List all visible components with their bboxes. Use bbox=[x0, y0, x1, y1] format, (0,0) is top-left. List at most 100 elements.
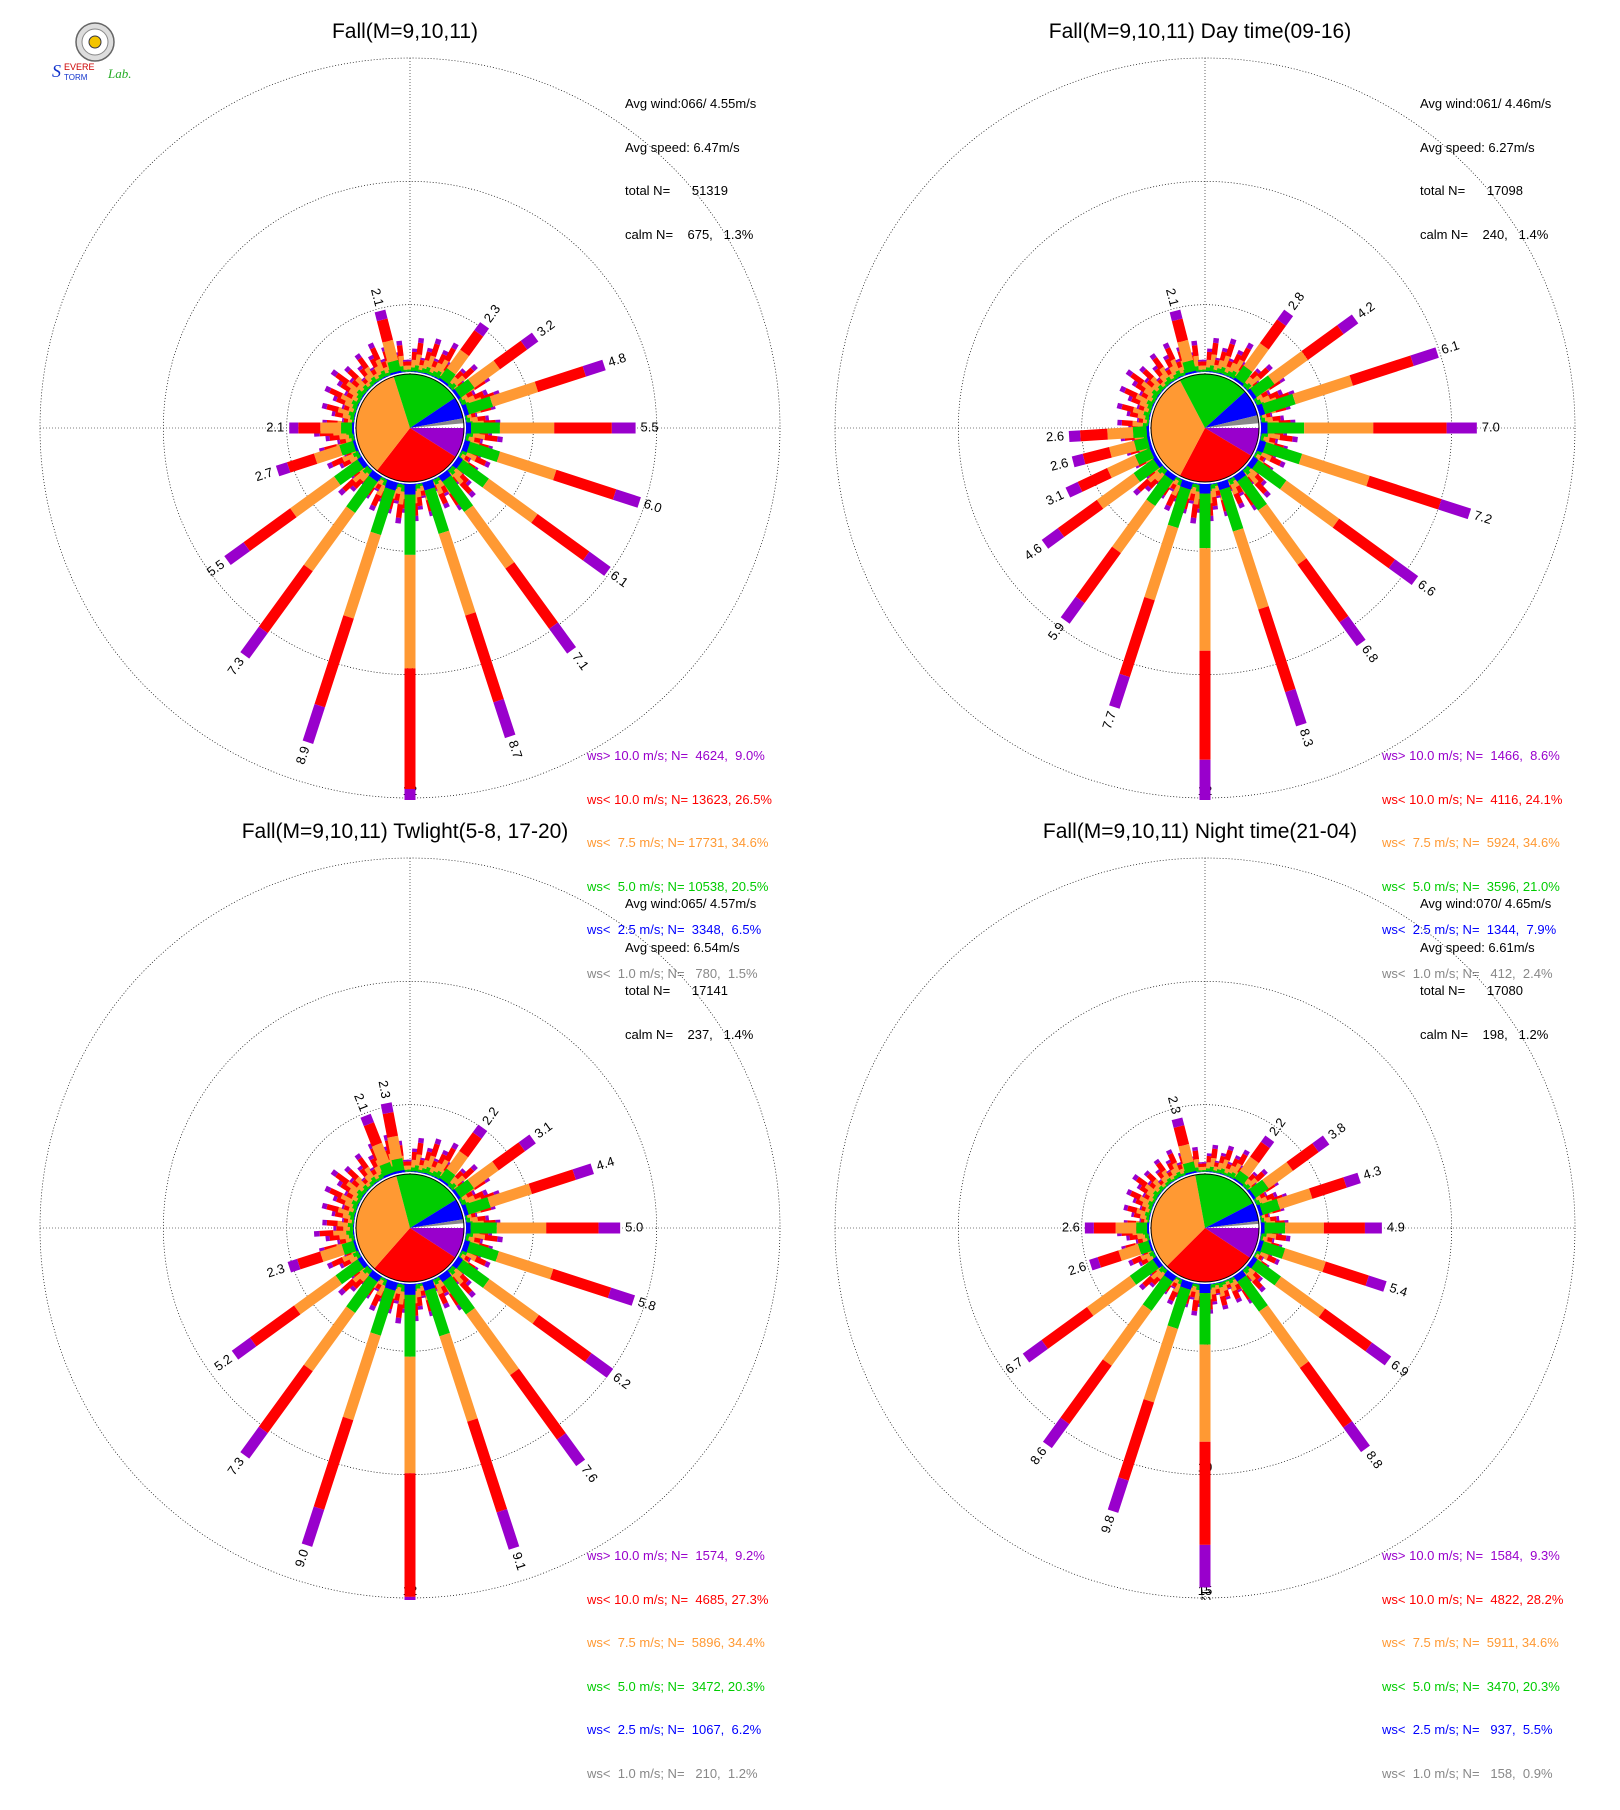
bar-segment bbox=[549, 622, 576, 653]
bar-segment bbox=[510, 1369, 566, 1440]
direction-label: 12.3 bbox=[1199, 1589, 1214, 1600]
direction-bar: 5.4 bbox=[1257, 1240, 1410, 1300]
bar-segment bbox=[1191, 341, 1197, 346]
bar-segment bbox=[471, 1223, 497, 1234]
bar-segment bbox=[1198, 1163, 1204, 1167]
bar-segment bbox=[1275, 1276, 1326, 1317]
bar-segment bbox=[494, 341, 528, 370]
direction-label: 3.1 bbox=[1043, 487, 1066, 508]
speed-pie bbox=[356, 1174, 464, 1282]
calm-n: calm N= 237, 1.4% bbox=[625, 1028, 756, 1043]
bar-segment bbox=[1200, 760, 1211, 800]
direction-bar: 4.8 bbox=[462, 350, 628, 416]
direction-spoke bbox=[1198, 1162, 1204, 1172]
bar-segment bbox=[405, 555, 416, 668]
bar-segment bbox=[1302, 325, 1344, 360]
bar-segment bbox=[1233, 528, 1269, 609]
bar-segment bbox=[1212, 1145, 1218, 1150]
bar-segment bbox=[1043, 1418, 1069, 1448]
direction-label: 3.8 bbox=[1325, 1120, 1348, 1143]
bar-segment bbox=[1168, 1286, 1191, 1328]
bar-segment bbox=[1366, 476, 1441, 510]
bar-segment bbox=[302, 1507, 324, 1547]
bar-segment bbox=[1041, 1307, 1093, 1349]
legend-lt10: ws< 10.0 m/s; N= 4822, 28.2% bbox=[1382, 1593, 1563, 1608]
bar-segment bbox=[492, 1142, 525, 1170]
total-n: total N= 17098 bbox=[1420, 184, 1551, 199]
bar-segment bbox=[497, 436, 503, 442]
total-n: total N= 17141 bbox=[625, 984, 756, 999]
bar-segment bbox=[1122, 420, 1133, 426]
bar-segment bbox=[1192, 1300, 1199, 1312]
bar-segment bbox=[314, 1231, 320, 1237]
bar-segment bbox=[535, 366, 586, 392]
bar-segment bbox=[1061, 597, 1085, 624]
bar-segment bbox=[439, 531, 476, 616]
bar-segment bbox=[1199, 1170, 1205, 1172]
bar-segment bbox=[1389, 559, 1419, 585]
bar-segment bbox=[403, 361, 409, 366]
panel-title: Fall(M=9,10,11) Day time(09-16) bbox=[795, 20, 1605, 44]
avg-speed: Avg speed: 6.27m/s bbox=[1420, 141, 1551, 156]
bar-segment bbox=[1447, 423, 1477, 434]
bar-segment bbox=[240, 627, 267, 659]
bar-segment bbox=[403, 366, 409, 370]
total-n: total N= 51319 bbox=[625, 184, 756, 199]
panel-title: Fall(M=9,10,11) Twlight(5-8, 17-20) bbox=[0, 820, 810, 844]
bar-segment bbox=[304, 506, 355, 571]
bar-segment bbox=[405, 1357, 416, 1473]
direction-label: 5.8 bbox=[636, 1294, 658, 1314]
direction-label: 2.2 bbox=[1266, 1115, 1289, 1138]
bar-segment bbox=[1211, 1149, 1218, 1159]
legend-lt1: ws< 1.0 m/s; N= 210, 1.2% bbox=[587, 1767, 768, 1782]
bar-segment bbox=[1190, 517, 1196, 523]
calm-n: calm N= 675, 1.3% bbox=[625, 228, 756, 243]
bar-segment bbox=[466, 1308, 519, 1375]
bar-segment bbox=[322, 1220, 327, 1226]
direction-label: 4.4 bbox=[594, 1154, 616, 1174]
bar-segment bbox=[550, 1269, 611, 1298]
direction-label: 7.0 bbox=[1482, 419, 1500, 434]
bar-segment bbox=[1298, 558, 1349, 622]
bar-segment bbox=[1058, 500, 1103, 537]
rose-panel-night: 510152.23.84.34.95.46.98.812.39.88.66.72… bbox=[795, 800, 1605, 1600]
bar-segment bbox=[243, 508, 296, 551]
direction-bar: 7.2 bbox=[1257, 440, 1494, 527]
bar-segment bbox=[599, 1223, 621, 1234]
direction-label: 6.2 bbox=[610, 1369, 633, 1392]
calm-n: calm N= 198, 1.2% bbox=[1420, 1028, 1551, 1043]
bar-segment bbox=[1213, 338, 1219, 343]
bar-segment bbox=[466, 1223, 471, 1234]
bar-segment bbox=[1112, 500, 1155, 554]
legend-lt1: ws< 1.0 m/s; N= 158, 0.9% bbox=[1382, 1767, 1563, 1782]
legend-lt75: ws< 7.5 m/s; N= 5896, 34.4% bbox=[587, 1636, 768, 1651]
bar-segment bbox=[1259, 1305, 1309, 1368]
bar-segment bbox=[583, 360, 606, 377]
panel-title: Fall(M=9,10,11) Night time(21-04) bbox=[795, 820, 1605, 844]
stats-box: Avg wind:070/ 4.65m/s Avg speed: 6.61m/s… bbox=[1420, 868, 1551, 1071]
bar-segment bbox=[418, 1138, 424, 1143]
bar-segment bbox=[573, 1164, 594, 1180]
bar-segment bbox=[497, 1223, 546, 1234]
avg-wind: Avg wind:066/ 4.55m/s bbox=[625, 97, 756, 112]
bar-segment bbox=[396, 1304, 403, 1318]
bar-segment bbox=[1286, 1236, 1291, 1242]
direction-spoke bbox=[403, 360, 409, 373]
bar-segment bbox=[1193, 1150, 1200, 1159]
bar-segment bbox=[1083, 447, 1112, 464]
bar-segment bbox=[1267, 423, 1304, 434]
bar-segment bbox=[1107, 427, 1133, 440]
bar-segment bbox=[1133, 426, 1147, 438]
bar-segment bbox=[465, 612, 504, 702]
rose-panel-all: 48122.33.24.85.56.06.17.18.711.58.97.35.… bbox=[0, 0, 810, 800]
bar-segment bbox=[1109, 441, 1137, 458]
bar-segment bbox=[377, 318, 393, 342]
bar-segment bbox=[1109, 674, 1130, 709]
direction-label: 2.6 bbox=[1062, 1219, 1080, 1234]
avg-speed: Avg speed: 6.61m/s bbox=[1420, 941, 1551, 956]
direction-label: 6.7 bbox=[1002, 1354, 1025, 1377]
speed-pie bbox=[356, 374, 464, 482]
bar-segment bbox=[1292, 375, 1353, 404]
bar-segment bbox=[294, 1275, 342, 1314]
bar-segment bbox=[500, 423, 554, 434]
